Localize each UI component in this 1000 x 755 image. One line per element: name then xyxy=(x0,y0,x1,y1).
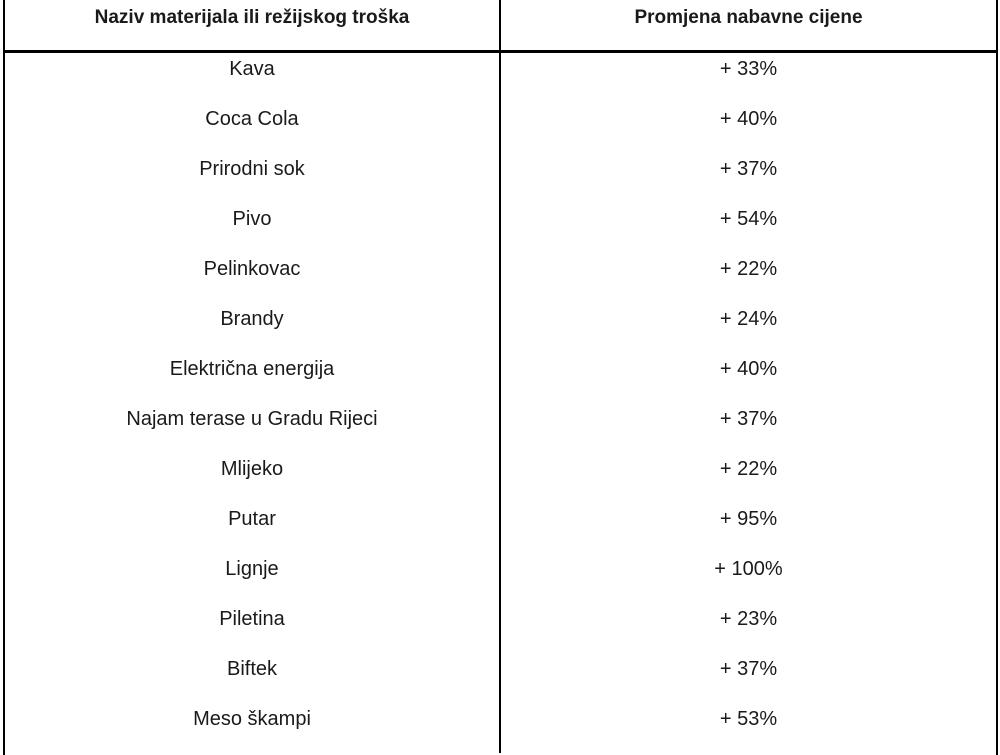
material-name-cell: Prirodni sok xyxy=(5,153,501,203)
header-material-name: Naziv materijala ili režijskog troška xyxy=(5,0,501,50)
header-price-change: Promjena nabavne cijene xyxy=(634,7,863,28)
price-change-cell: + 37% xyxy=(719,658,778,680)
material-name-cell: Putar xyxy=(5,503,501,553)
price-change-cell: + 40% xyxy=(719,108,778,130)
table-row: Prirodni sok + 37% xyxy=(5,153,996,203)
material-name-cell: Piletina xyxy=(5,603,501,653)
material-name-cell: Pelinkovac xyxy=(5,253,501,303)
price-change-cell: + 37% xyxy=(719,158,778,180)
price-change-cell: + 53% xyxy=(719,708,778,730)
price-change-cell: + 54% xyxy=(719,208,778,230)
material-name-cell: Meso škampi xyxy=(5,703,501,753)
table-row: Električna energija + 40% xyxy=(5,353,996,403)
material-name-cell: Mlijeko xyxy=(5,453,501,503)
table-row: Brandy + 24% xyxy=(5,303,996,353)
price-change-cell: + 100% xyxy=(714,558,783,580)
price-change-cell: + 40% xyxy=(719,358,778,380)
table-row: Piletina + 23% xyxy=(5,603,996,653)
table-row: Mlijeko + 22% xyxy=(5,453,996,503)
table-row: Coca Cola + 40% xyxy=(5,103,996,153)
table-row: Najam terase u Gradu Rijeci + 37% xyxy=(5,403,996,453)
table-row: Putar + 95% xyxy=(5,503,996,553)
price-change-cell: + 33% xyxy=(719,58,778,80)
price-change-cell: + 22% xyxy=(719,258,778,280)
table-row: Kava + 33% xyxy=(5,53,996,103)
material-name-cell: Lignje xyxy=(5,553,501,603)
material-name-cell: Kava xyxy=(5,53,501,103)
table-row: Pivo + 54% xyxy=(5,203,996,253)
price-change-table: Naziv materijala ili režijskog troška Pr… xyxy=(3,0,998,755)
table-row: Meso škampi + 53% xyxy=(5,703,996,753)
price-change-cell: + 24% xyxy=(719,308,778,330)
table-body: Kava + 33% Coca Cola + 40% Prirodni sok … xyxy=(5,53,996,753)
table-header-row: Naziv materijala ili režijskog troška Pr… xyxy=(5,0,996,53)
table-row: Pelinkovac + 22% xyxy=(5,253,996,303)
material-name-cell: Električna energija xyxy=(5,353,501,403)
price-change-cell: + 37% xyxy=(719,408,778,430)
price-change-cell: + 95% xyxy=(719,508,778,530)
price-change-cell: + 23% xyxy=(719,608,778,630)
table-row: Lignje + 100% xyxy=(5,553,996,603)
table-row: Biftek + 37% xyxy=(5,653,996,703)
material-name-cell: Brandy xyxy=(5,303,501,353)
material-name-cell: Coca Cola xyxy=(5,103,501,153)
material-name-cell: Biftek xyxy=(5,653,501,703)
price-change-cell: + 22% xyxy=(719,458,778,480)
material-name-cell: Najam terase u Gradu Rijeci xyxy=(5,403,501,453)
material-name-cell: Pivo xyxy=(5,203,501,253)
